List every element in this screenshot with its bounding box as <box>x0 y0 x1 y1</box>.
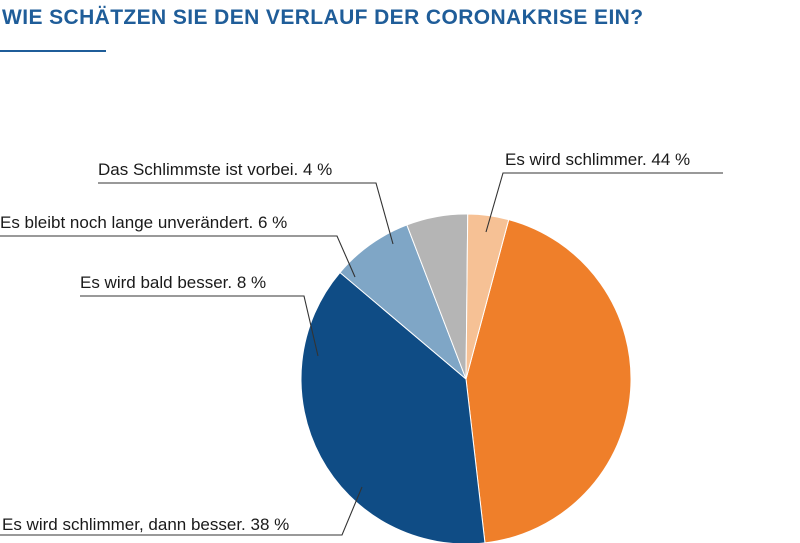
title-underline <box>0 50 106 52</box>
pie-slice <box>465 219 632 543</box>
leader-line <box>0 235 356 278</box>
slice-labels: Es wird schlimmer. 44 % Es wird schlimmer… <box>0 150 690 534</box>
slice-label: Das Schlimmste ist vorbei. 4 % <box>98 160 332 179</box>
slice-label: Es wird schlimmer, dann besser. 38 % <box>2 515 289 534</box>
slice-label: Es wird schlimmer. 44 % <box>505 150 690 169</box>
leader-line <box>98 182 394 245</box>
leader-line <box>485 172 723 233</box>
pie-slices <box>300 213 632 543</box>
pie-slice <box>465 213 510 380</box>
leader-line <box>0 486 363 536</box>
slice-label: Es bleibt noch lange unverändert. 6 % <box>0 213 287 232</box>
leader-line <box>80 295 319 357</box>
slice-label: Es wird bald besser. 8 % <box>80 273 266 292</box>
leader-lines <box>0 172 723 536</box>
pie-slice <box>300 271 486 543</box>
chart-title: WIE SCHÄTZEN SIE DEN VERLAUF DER CORONAK… <box>2 6 644 29</box>
